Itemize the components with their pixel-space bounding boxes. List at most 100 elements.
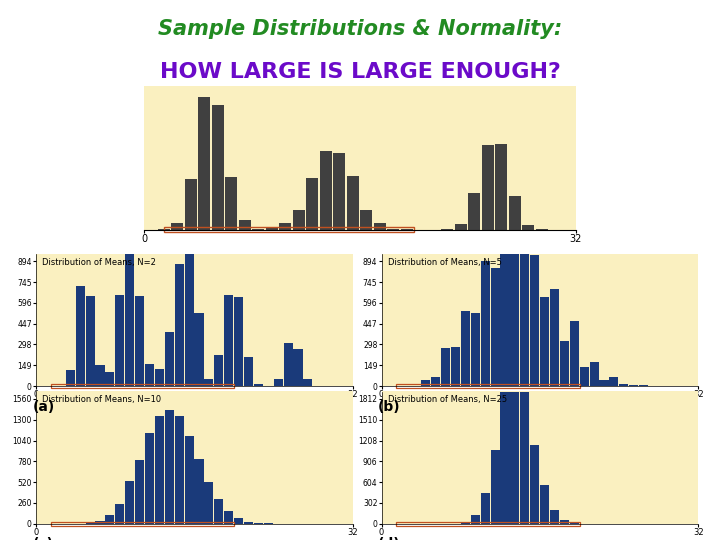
Text: Distribution of Means, N=25: Distribution of Means, N=25 <box>388 395 507 404</box>
Bar <box>599 380 608 386</box>
Text: (a): (a) <box>32 400 55 414</box>
Bar <box>165 332 174 386</box>
Bar <box>530 444 539 524</box>
Bar <box>215 499 223 524</box>
Bar <box>441 348 450 386</box>
Text: (b): (b) <box>378 400 400 414</box>
Bar <box>540 485 549 524</box>
Bar <box>51 384 234 388</box>
Bar <box>303 379 312 386</box>
Bar <box>521 383 529 524</box>
Bar <box>500 235 510 386</box>
Bar <box>500 388 510 524</box>
Bar <box>105 515 114 524</box>
Bar <box>530 254 539 386</box>
Bar <box>510 364 519 524</box>
Bar <box>490 450 500 524</box>
Text: (c): (c) <box>32 537 53 540</box>
Bar <box>471 313 480 386</box>
Bar <box>95 521 104 524</box>
Bar <box>244 522 253 524</box>
Bar <box>184 179 197 230</box>
Bar <box>540 296 549 386</box>
Bar <box>225 178 238 230</box>
Bar <box>431 377 440 386</box>
Bar <box>224 295 233 386</box>
Bar <box>468 193 480 230</box>
Bar <box>550 289 559 386</box>
Bar <box>95 365 104 386</box>
Bar <box>254 384 263 386</box>
Bar <box>252 228 264 230</box>
Bar <box>234 518 243 524</box>
Bar <box>204 482 213 524</box>
Bar <box>204 379 213 386</box>
Bar <box>155 416 164 524</box>
Bar <box>234 298 243 386</box>
Text: Sample Distributions & Normality:: Sample Distributions & Normality: <box>158 19 562 39</box>
Bar <box>451 347 460 386</box>
Bar <box>164 226 414 233</box>
Bar <box>521 252 529 386</box>
Bar <box>279 224 292 230</box>
Text: HOW LARGE IS LARGE ENOUGH?: HOW LARGE IS LARGE ENOUGH? <box>160 62 560 82</box>
Bar <box>238 220 251 230</box>
Bar <box>212 105 224 230</box>
Bar <box>454 224 467 230</box>
Bar <box>115 295 125 386</box>
Bar <box>397 384 580 388</box>
Bar <box>629 385 638 386</box>
Bar <box>145 433 154 524</box>
Bar <box>639 385 648 386</box>
Bar <box>284 343 292 386</box>
Bar <box>510 250 519 386</box>
Bar <box>560 341 569 386</box>
Bar <box>165 410 174 524</box>
Bar <box>421 380 431 386</box>
Bar <box>76 286 85 386</box>
Bar <box>471 515 480 524</box>
Bar <box>570 321 579 386</box>
Text: (d): (d) <box>378 537 400 540</box>
Bar <box>115 504 125 524</box>
Bar <box>461 311 470 386</box>
Bar <box>294 349 302 386</box>
Bar <box>215 355 223 386</box>
Text: Distribution of Means, N=2: Distribution of Means, N=2 <box>42 258 156 267</box>
Bar <box>397 522 580 526</box>
Bar <box>125 481 134 524</box>
Bar <box>495 144 508 230</box>
Bar <box>461 522 470 524</box>
Bar <box>320 151 332 230</box>
Bar <box>194 459 204 524</box>
Bar <box>346 177 359 230</box>
Bar <box>86 296 94 386</box>
Bar <box>145 364 154 386</box>
Bar <box>522 225 534 230</box>
Bar <box>66 370 75 386</box>
Bar <box>292 210 305 230</box>
Bar <box>570 523 579 524</box>
Bar <box>184 204 194 386</box>
Text: Distribution of Means, N=5: Distribution of Means, N=5 <box>388 258 502 267</box>
Bar <box>254 523 263 524</box>
Text: Distribution of Means, N=10: Distribution of Means, N=10 <box>42 395 161 404</box>
Bar <box>224 510 233 524</box>
Bar <box>135 460 144 524</box>
Bar <box>135 296 144 386</box>
Bar <box>550 510 559 524</box>
Bar <box>125 230 134 386</box>
Bar <box>194 313 204 386</box>
Bar <box>333 153 346 230</box>
Bar <box>580 367 589 386</box>
Bar <box>306 178 318 230</box>
Bar <box>266 228 278 230</box>
Bar <box>481 493 490 524</box>
Bar <box>155 369 164 386</box>
Bar <box>590 362 598 386</box>
Bar <box>481 261 490 386</box>
Bar <box>482 145 494 230</box>
Bar <box>171 223 184 230</box>
Bar <box>560 520 569 524</box>
Bar <box>184 436 194 524</box>
